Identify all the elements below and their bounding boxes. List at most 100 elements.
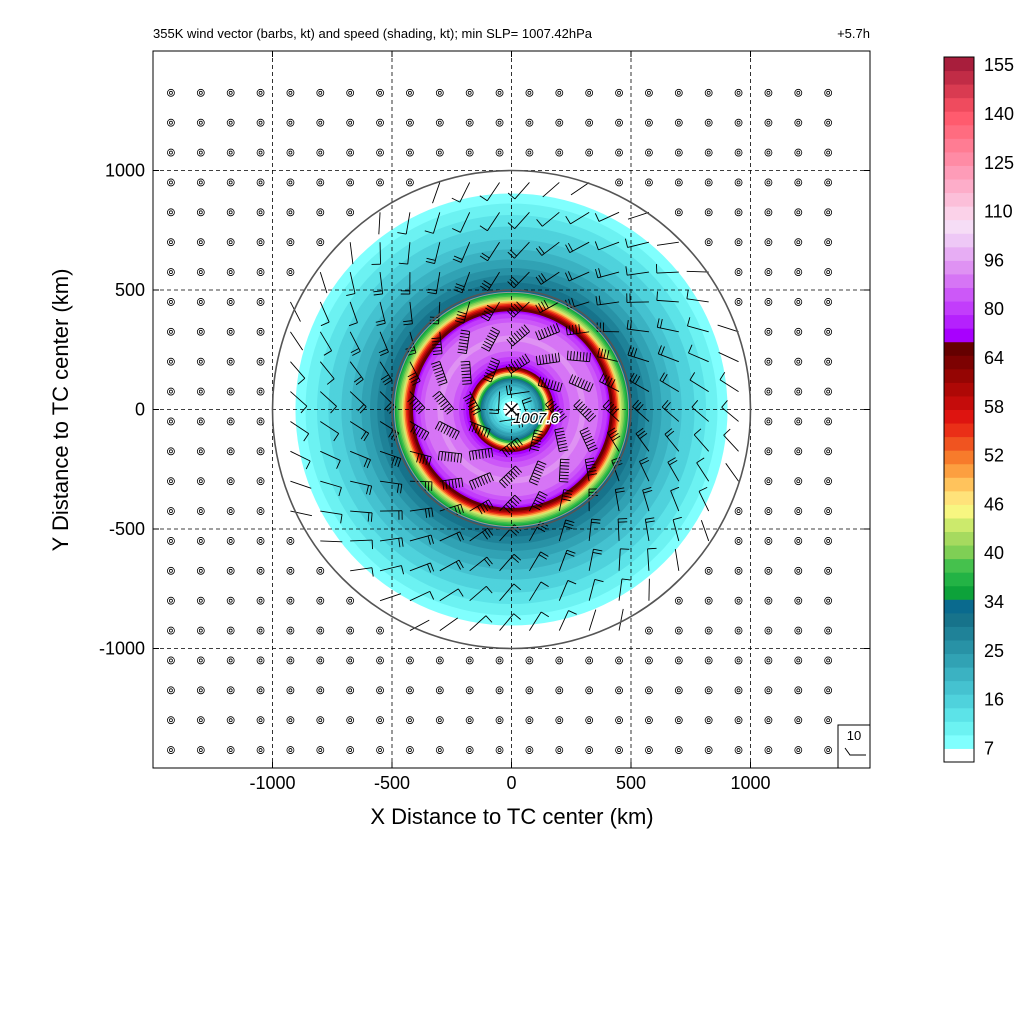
calm-barb: [794, 88, 803, 97]
wind-barb-feather: [605, 401, 612, 409]
wind-barb: [569, 241, 590, 254]
wind-barb-feather: [297, 377, 306, 385]
wind-barb-feather: [475, 450, 478, 460]
calm-barb: [796, 658, 801, 663]
wind-barb-feather: [477, 477, 483, 487]
wind-barb-feather: [534, 429, 544, 433]
calm-barb: [316, 716, 325, 725]
wind-barb-feather: [587, 444, 597, 450]
calm-barb: [348, 598, 353, 603]
calm-barb: [228, 270, 233, 274]
wind-barb-feather: [401, 537, 404, 547]
calm-barb: [796, 150, 801, 155]
calm-barb: [169, 150, 173, 155]
calm-barb: [734, 746, 743, 754]
range-ring-inner: [393, 291, 630, 528]
calm-barb: [647, 658, 651, 663]
wind-barb: [439, 531, 461, 542]
calm-barb: [706, 748, 711, 752]
calm-barb: [318, 180, 323, 185]
calm-barb: [406, 118, 414, 127]
calm-barb: [346, 716, 355, 725]
calm-barb: [736, 688, 741, 693]
calm-barb: [198, 598, 203, 603]
wind-barb-feather: [591, 521, 601, 524]
wind-barb: [510, 361, 530, 374]
wind-barb-feather: [607, 377, 613, 387]
wind-barb-feather: [513, 553, 522, 561]
wind-barb-feather: [621, 578, 631, 581]
wind-barb-feather: [486, 304, 496, 311]
calm-barb: [766, 658, 771, 663]
calm-barb: [497, 718, 502, 723]
wind-barb: [409, 562, 431, 572]
wind-barb-feather: [460, 332, 470, 336]
wind-barb-feather: [442, 480, 445, 490]
wind-barb-feather: [554, 427, 564, 431]
calm-barb: [527, 120, 532, 125]
calm-barb: [378, 180, 382, 185]
wind-barb-feather: [481, 346, 490, 352]
wind-barb: [658, 353, 679, 363]
wind-barb-feather: [486, 429, 491, 438]
calm-barb: [826, 329, 831, 334]
wind-barb-feather: [432, 390, 440, 398]
calm-barb: [435, 88, 444, 97]
wind-barb-feather: [446, 408, 454, 415]
wind-barb: [568, 382, 590, 392]
wind-barb-feather: [543, 299, 549, 309]
wind-barb-feather: [639, 433, 648, 440]
calm-barb: [256, 208, 265, 217]
wind-barb-feather: [481, 449, 484, 459]
calm-barb: [288, 688, 293, 693]
wind-barb-feather: [595, 268, 599, 278]
wind-barb-feather: [545, 354, 548, 364]
range-rings: [271, 169, 752, 650]
wind-barb: [290, 480, 312, 489]
calm-barb: [706, 568, 711, 573]
calm-barb: [437, 688, 442, 693]
y-tick-label: -500: [109, 519, 145, 539]
calm-barb: [555, 686, 564, 695]
calm-barb: [676, 210, 681, 215]
calm-barb: [169, 419, 173, 424]
calm-barb: [557, 150, 562, 155]
calm-barb: [826, 389, 831, 394]
wind-barb-feather: [471, 423, 476, 433]
wind-barb-feather: [640, 459, 650, 465]
wind-barb-feather: [611, 457, 621, 461]
calm-barb: [286, 148, 295, 157]
colorbar-box: [944, 124, 974, 139]
calm-barb: [497, 748, 502, 752]
wind-barb-feather: [480, 426, 485, 436]
calm-barb: [826, 449, 831, 454]
wind-barb-feather: [594, 578, 604, 583]
wind-barb: [618, 548, 621, 571]
calm-barb: [196, 387, 205, 396]
wind-barb-feather: [563, 489, 573, 492]
wind-barb: [618, 608, 624, 631]
wind-barb-feather: [509, 385, 512, 395]
calm-barb: [706, 628, 711, 633]
wind-barb: [602, 406, 620, 422]
calm-barb: [198, 748, 203, 752]
wind-barb-feather: [557, 443, 567, 446]
calm-barb: [736, 628, 741, 633]
calm-barb: [167, 417, 175, 426]
calm-barb: [258, 539, 263, 543]
wind-barb-feather: [488, 499, 494, 508]
wind-barb-feather: [436, 395, 444, 403]
calm-barb: [167, 208, 175, 217]
wind-barb-feather: [366, 459, 371, 469]
wind-barb-feather: [535, 248, 543, 256]
calm-barb: [288, 120, 293, 125]
calm-barb: [826, 300, 831, 304]
wind-barb-feather: [586, 441, 596, 447]
calm-barb: [226, 327, 235, 336]
wind-barb: [656, 271, 679, 274]
wind-barb: [614, 489, 620, 512]
calm-barb: [408, 120, 412, 125]
wind-barb-feather: [394, 457, 399, 467]
calm-barb: [256, 656, 265, 665]
wind-barb-feather: [643, 490, 653, 494]
